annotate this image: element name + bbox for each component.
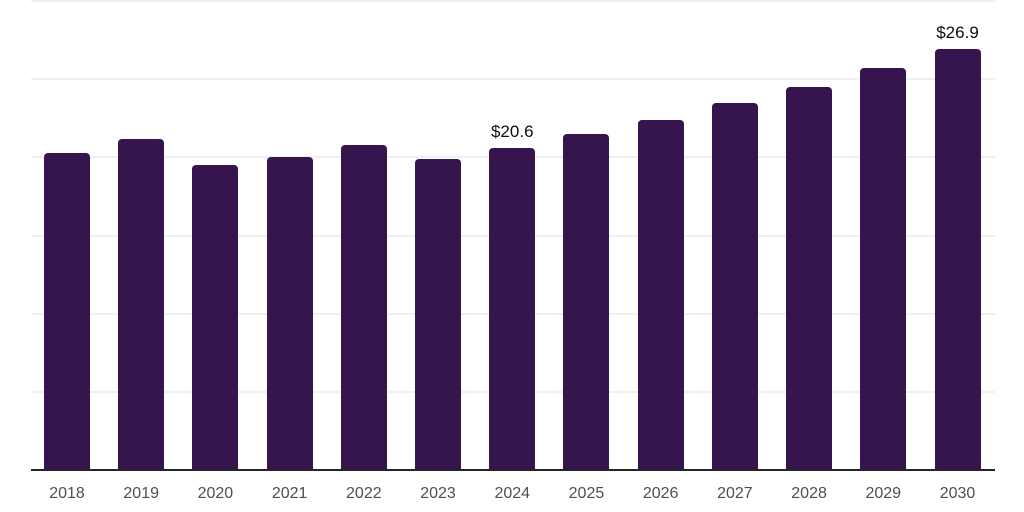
- bar-2030: [934, 49, 981, 470]
- bar-2023: [415, 158, 462, 470]
- bar-2019: [118, 138, 165, 470]
- data-label-2024: $20.6: [490, 121, 534, 141]
- x-tick-2021: 2021: [271, 485, 308, 502]
- x-tick-2030: 2030: [939, 485, 976, 502]
- x-tick-2022: 2022: [346, 485, 382, 502]
- gridline-30: [31, 0, 995, 2]
- bar-2020: [192, 165, 239, 470]
- x-tick-2024: 2024: [494, 485, 531, 502]
- data-label-2030: $26.9: [936, 23, 979, 43]
- x-axis-labels: 2018 2019 2020 2021 2022 2023 2024 2025 2026 2027…: [31, 484, 995, 504]
- bar-2018: [44, 152, 90, 470]
- x-tick-2029: 2029: [865, 485, 902, 502]
- x-tick-2026: 2026: [642, 485, 679, 502]
- bar-2027: [711, 102, 758, 470]
- x-tick-2025: 2025: [568, 485, 605, 502]
- x-tick-2020: 2020: [197, 485, 234, 502]
- gridline-25: [31, 78, 995, 81]
- x-tick-2019: 2019: [123, 485, 159, 502]
- bar-2026: [637, 119, 684, 470]
- x-tick-2027: 2027: [717, 485, 753, 502]
- x-tick-2028: 2028: [791, 485, 827, 502]
- plot-area: $20.6 $26.9: [31, 0, 995, 470]
- x-tick-2023: 2023: [420, 485, 456, 502]
- x-axis-line: [31, 469, 995, 471]
- bar-2022: [340, 144, 387, 470]
- x-tick-2018: 2018: [49, 485, 85, 502]
- bar-2021: [266, 157, 313, 470]
- bar-2024: [489, 147, 536, 470]
- bar-2025: [563, 133, 610, 470]
- bar-2028: [786, 86, 833, 470]
- bar-2029: [860, 68, 907, 470]
